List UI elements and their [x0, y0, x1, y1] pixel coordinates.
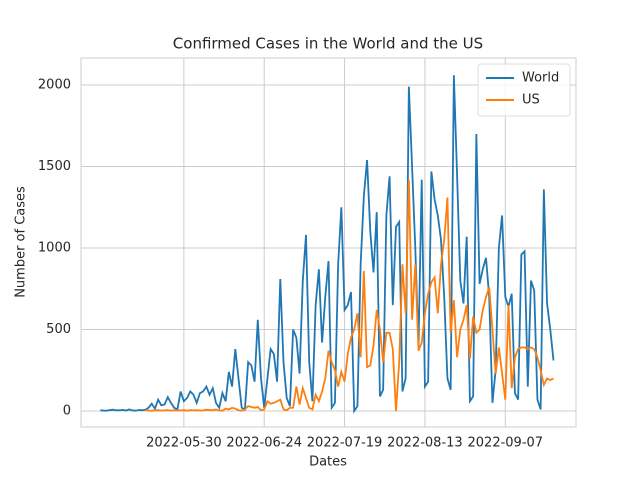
legend-label: US	[522, 93, 540, 108]
data-line	[100, 75, 555, 414]
y-tick-label: 500	[46, 322, 71, 337]
x-tick-label: 2022-09-07	[468, 436, 544, 451]
x-tick-label: 2022-05-30	[146, 436, 222, 451]
x-axis-label: Dates	[309, 455, 347, 470]
x-tick-label: 2022-08-13	[387, 436, 463, 451]
y-tick-label: 1000	[38, 241, 71, 256]
x-tick-label: 2022-06-24	[226, 436, 302, 451]
y-tick-label: 0	[63, 404, 71, 419]
y-tick-label: 2000	[38, 78, 71, 93]
y-axis-label: Number of Cases	[14, 186, 29, 298]
chart-title: Confirmed Cases in the World and the US	[173, 35, 483, 53]
legend-label: World	[522, 71, 559, 86]
plot-frame	[80, 57, 577, 428]
y-tick-label: 1500	[38, 159, 71, 174]
data-line	[145, 179, 554, 412]
x-tick-label: 2022-07-19	[307, 436, 383, 451]
